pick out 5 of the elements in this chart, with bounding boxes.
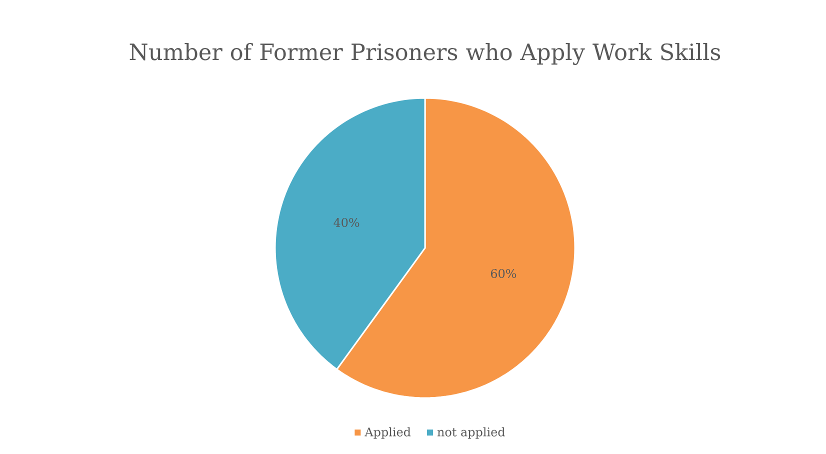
chart-title: Number of Former Prisoners who Apply Work Skills: [130, 42, 720, 65]
legend-label: not applied: [437, 427, 505, 439]
data-label: 40%: [334, 218, 360, 228]
data-label: 60%: [490, 268, 516, 278]
legend-label: Applied: [364, 427, 411, 439]
